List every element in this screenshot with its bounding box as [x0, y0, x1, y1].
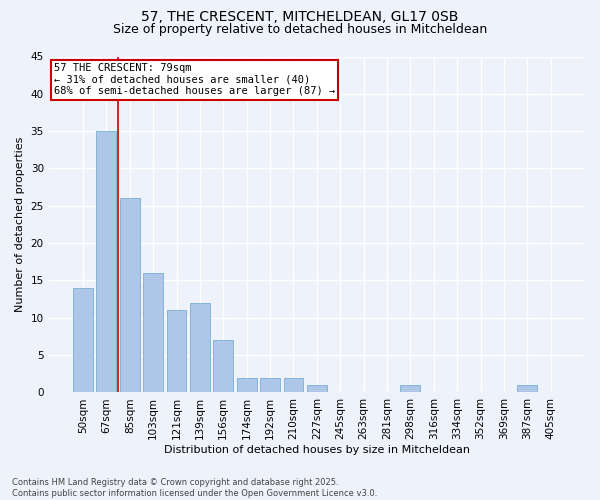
Bar [307, 385, 327, 392]
Bar [400, 385, 421, 392]
Text: Size of property relative to detached houses in Mitcheldean: Size of property relative to detached ho… [113, 22, 487, 36]
Bar [120, 198, 140, 392]
Bar [97, 131, 116, 392]
Text: 57 THE CRESCENT: 79sqm
← 31% of detached houses are smaller (40)
68% of semi-det: 57 THE CRESCENT: 79sqm ← 31% of detached… [54, 63, 335, 96]
Bar [237, 378, 257, 392]
Bar [167, 310, 187, 392]
Bar [190, 303, 210, 392]
Bar [214, 340, 233, 392]
Bar [143, 273, 163, 392]
Bar [73, 288, 93, 393]
Bar [284, 378, 304, 392]
Bar [260, 378, 280, 392]
Bar [517, 385, 537, 392]
Y-axis label: Number of detached properties: Number of detached properties [15, 137, 25, 312]
Text: 57, THE CRESCENT, MITCHELDEAN, GL17 0SB: 57, THE CRESCENT, MITCHELDEAN, GL17 0SB [142, 10, 458, 24]
X-axis label: Distribution of detached houses by size in Mitcheldean: Distribution of detached houses by size … [164, 445, 470, 455]
Text: Contains HM Land Registry data © Crown copyright and database right 2025.
Contai: Contains HM Land Registry data © Crown c… [12, 478, 377, 498]
